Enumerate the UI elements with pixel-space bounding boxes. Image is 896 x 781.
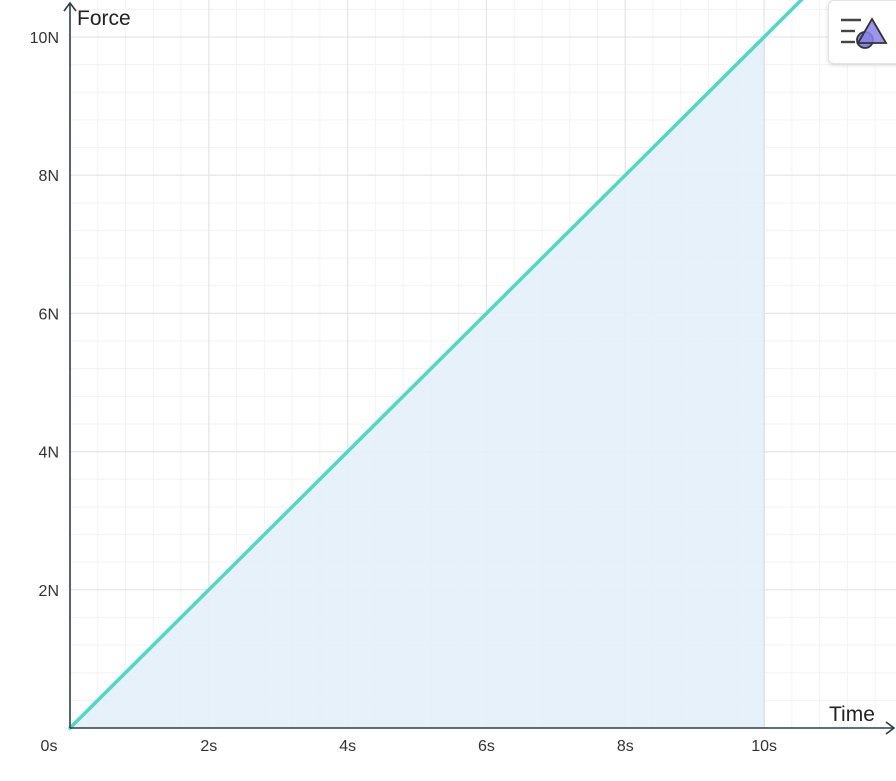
y-axis-arrow — [63, 1, 77, 12]
y-tick-labels: 2N 4N 6N 8N 10N — [30, 30, 59, 600]
shapes-menu-button[interactable] — [828, 0, 896, 64]
y-tick-label: 10N — [30, 30, 59, 47]
y-tick-label: 4N — [39, 445, 59, 462]
y-tick-label: 8N — [39, 168, 59, 185]
axes — [63, 1, 896, 735]
x-tick-label: 4s — [339, 738, 356, 755]
x-tick-label: 6s — [478, 738, 495, 755]
x-tick-label: 0s — [41, 738, 58, 755]
x-tick-label: 8s — [617, 738, 634, 755]
x-tick-label: 2s — [200, 738, 217, 755]
shapes-menu-icon — [841, 17, 888, 49]
force-line — [68, 0, 804, 730]
x-axis-arrow — [885, 721, 896, 735]
x-axis-title: Time — [829, 703, 875, 726]
y-axis-title: Force — [77, 7, 131, 30]
y-tick-label: 6N — [39, 306, 59, 323]
y-tick-label: 2N — [39, 583, 59, 600]
x-tick-labels: 0s 2s 4s 6s 8s 10s — [41, 738, 777, 755]
x-tick-label: 10s — [751, 738, 777, 755]
